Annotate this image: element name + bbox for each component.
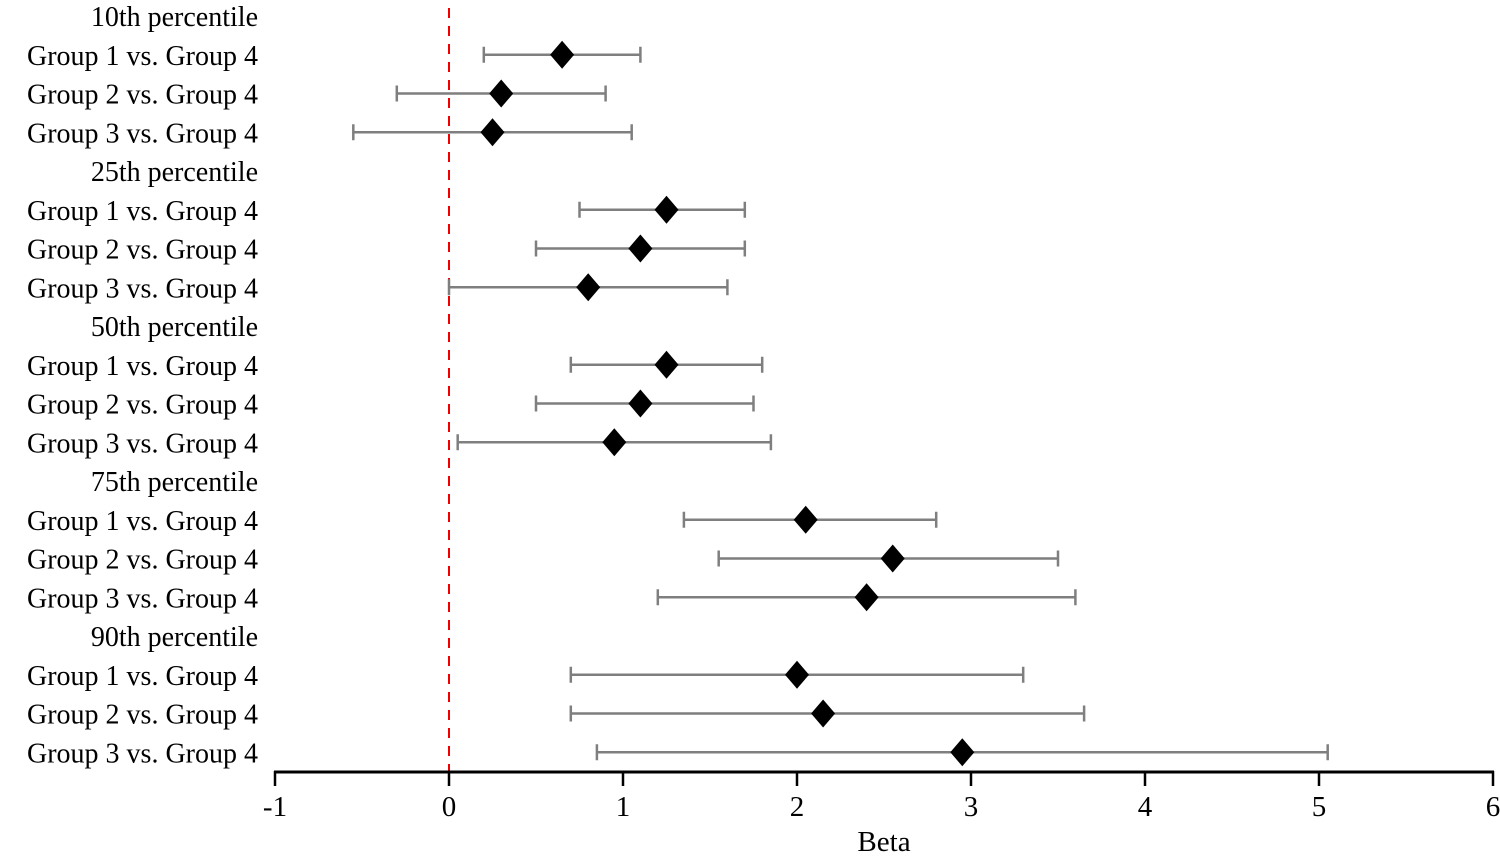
beta-diamond-marker xyxy=(654,350,679,379)
comparison-row-label: Group 3 vs. Group 4 xyxy=(27,738,258,769)
percentile-header-label: 75th percentile xyxy=(91,467,258,498)
beta-diamond-marker xyxy=(793,505,818,534)
x-axis-tick-label: 5 xyxy=(1312,791,1327,823)
beta-diamond-marker xyxy=(854,583,879,612)
x-axis-tick-label: 4 xyxy=(1138,791,1153,823)
x-axis-tick-label: 0 xyxy=(442,791,457,823)
beta-diamond-marker xyxy=(811,699,836,728)
comparison-row-label: Group 2 vs. Group 4 xyxy=(27,700,258,731)
forest-row: Group 3 vs. Group 4 xyxy=(27,118,633,149)
beta-diamond-marker xyxy=(576,273,601,302)
beta-diamond-marker xyxy=(880,544,905,573)
comparison-row-label: Group 3 vs. Group 4 xyxy=(27,273,258,304)
forest-row: Group 1 vs. Group 4 xyxy=(27,40,642,72)
comparison-row-label: Group 2 vs. Group 4 xyxy=(27,390,258,421)
x-axis-title: Beta xyxy=(857,826,910,857)
x-axis-tick-label: -1 xyxy=(263,791,287,823)
x-axis-tick-label: 6 xyxy=(1486,791,1500,823)
percentile-header-row: 90th percentile xyxy=(91,622,258,653)
percentile-header-label: 50th percentile xyxy=(91,312,258,343)
forest-row: Group 2 vs. Group 4 xyxy=(27,699,1086,731)
forest-row: Group 2 vs. Group 4 xyxy=(27,234,747,266)
comparison-row-label: Group 1 vs. Group 4 xyxy=(27,661,258,692)
forest-row: Group 1 vs. Group 4 xyxy=(27,505,938,537)
beta-diamond-marker xyxy=(628,389,653,418)
comparison-row-label: Group 2 vs. Group 4 xyxy=(27,545,258,576)
comparison-row-label: Group 1 vs. Group 4 xyxy=(27,506,258,537)
forest-row: Group 1 vs. Group 4 xyxy=(27,350,764,382)
percentile-header-row: 75th percentile xyxy=(91,467,258,498)
beta-diamond-marker xyxy=(785,660,809,689)
forest-row: Group 3 vs. Group 4 xyxy=(27,738,1329,769)
percentile-header-label: 25th percentile xyxy=(91,157,258,188)
x-axis-tick-label: 1 xyxy=(616,791,631,823)
forest-row: Group 3 vs. Group 4 xyxy=(27,273,729,304)
forest-row: Group 2 vs. Group 4 xyxy=(27,389,755,421)
percentile-header-row: 50th percentile xyxy=(91,312,258,343)
percentile-header-label: 90th percentile xyxy=(91,622,258,653)
forest-row: Group 3 vs. Group 4 xyxy=(27,428,773,459)
forest-row: Group 2 vs. Group 4 xyxy=(27,79,607,111)
comparison-row-label: Group 2 vs. Group 4 xyxy=(27,235,258,266)
comparison-row-label: Group 3 vs. Group 4 xyxy=(27,583,258,614)
beta-diamond-marker xyxy=(602,428,627,457)
x-axis-tick-label: 3 xyxy=(964,791,979,823)
forest-row: Group 3 vs. Group 4 xyxy=(27,583,1077,614)
beta-diamond-marker xyxy=(950,738,975,767)
comparison-row-label: Group 3 vs. Group 4 xyxy=(27,428,258,459)
comparison-row-label: Group 1 vs. Group 4 xyxy=(27,196,258,227)
beta-diamond-marker xyxy=(550,40,575,69)
comparison-row-label: Group 1 vs. Group 4 xyxy=(27,41,258,72)
forest-row: Group 1 vs. Group 4 xyxy=(27,195,747,227)
beta-diamond-marker xyxy=(654,195,679,224)
forest-row: Group 1 vs. Group 4 xyxy=(27,660,1025,692)
comparison-row-label: Group 1 vs. Group 4 xyxy=(27,351,258,382)
percentile-header-row: 10th percentile xyxy=(91,2,258,33)
comparison-row-label: Group 2 vs. Group 4 xyxy=(27,80,258,111)
beta-diamond-marker xyxy=(628,234,653,263)
beta-diamond-marker xyxy=(480,118,505,147)
beta-diamond-marker xyxy=(489,79,514,108)
percentile-header-label: 10th percentile xyxy=(91,2,258,33)
comparison-row-label: Group 3 vs. Group 4 xyxy=(27,118,258,149)
forest-row: Group 2 vs. Group 4 xyxy=(27,544,1060,576)
x-axis-tick-label: 2 xyxy=(790,791,805,823)
percentile-header-row: 25th percentile xyxy=(91,157,258,188)
